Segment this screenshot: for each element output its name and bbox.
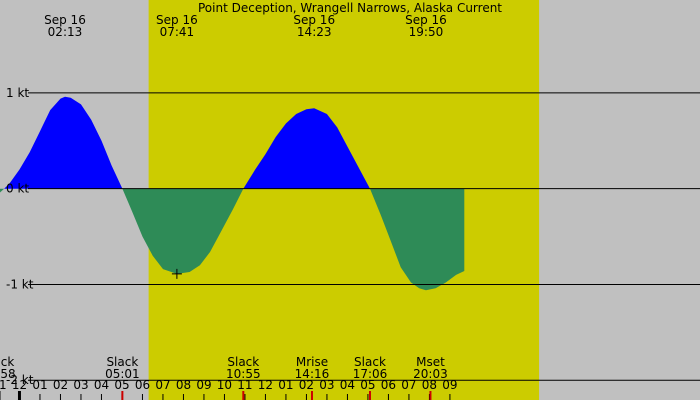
hour-label-9: 08 <box>176 378 191 392</box>
current-marker <box>171 268 182 279</box>
peak-date-2: Sep 16 <box>293 13 335 27</box>
peak-date-0: Sep 16 <box>44 13 86 27</box>
speed-gridlines <box>28 92 700 381</box>
hour-label-0: 11 <box>0 378 7 392</box>
hour-label-4: 03 <box>73 378 88 392</box>
hour-label-8: 07 <box>155 378 170 392</box>
hour-label-1: 12 <box>12 378 27 392</box>
event-time-1: 05:01 <box>105 367 140 381</box>
hour-label-14: 01 <box>278 378 293 392</box>
peak-time-0: 02:13 <box>48 25 83 39</box>
y-tick-labels: 1 kt 0 kt -1 kt -2 kt <box>6 86 34 387</box>
y-tick-label-1: 0 kt <box>6 182 29 196</box>
event-time-2: 10:55 <box>226 367 261 381</box>
peak-date-1: Sep 16 <box>156 13 198 27</box>
hour-label-7: 06 <box>135 378 150 392</box>
flood-area-3 <box>243 108 370 189</box>
event-label-2: Slack <box>227 355 259 369</box>
marker-cross <box>171 268 182 279</box>
event-time-5: 20:03 <box>413 367 448 381</box>
hour-label-10: 09 <box>196 378 211 392</box>
event-time-0: 22:58 <box>0 367 16 381</box>
event-label-1: Slack <box>106 355 138 369</box>
hour-label-15: 02 <box>299 378 314 392</box>
hour-label-13: 12 <box>258 378 273 392</box>
y-tick-label-0: 1 kt <box>6 86 29 100</box>
hour-label-19: 06 <box>381 378 396 392</box>
event-time-4: 17:06 <box>353 367 388 381</box>
flood-area-1 <box>4 96 123 189</box>
event-labels: Slack22:58Slack05:01Slack10:55Mrise14:16… <box>0 355 448 381</box>
ebb-area-2 <box>122 188 244 274</box>
event-label-0: Slack <box>0 355 14 369</box>
hour-label-11: 10 <box>217 378 232 392</box>
ebb-area-4 <box>370 188 465 291</box>
hour-label-12: 11 <box>237 378 252 392</box>
peak-time-1: 07:41 <box>160 25 195 39</box>
hour-label-6: 05 <box>114 378 129 392</box>
hour-label-18: 05 <box>360 378 375 392</box>
hour-label-16: 03 <box>319 378 334 392</box>
hour-label-3: 02 <box>53 378 68 392</box>
hour-label-2: 01 <box>32 378 47 392</box>
chart-title: Point Deception, Wrangell Narrows, Alask… <box>198 1 502 15</box>
ebb-area-0 <box>0 188 5 193</box>
hour-label-5: 04 <box>94 378 109 392</box>
event-label-5: Mset <box>416 355 445 369</box>
peak-time-3: 19:50 <box>409 25 444 39</box>
hour-axis: 11 12 01 02 03 04 05 06 07 08 09 10 11 12 01 02 03 04 05 06… <box>0 378 458 400</box>
y-tick-label-2: -1 kt <box>6 277 34 291</box>
peak-time-2: 14:23 <box>297 25 332 39</box>
hour-label-22: 09 <box>442 378 457 392</box>
event-time-3: 14:16 <box>295 367 330 381</box>
event-label-3: Mrise <box>296 355 328 369</box>
hour-label-20: 07 <box>401 378 416 392</box>
y-tick-label-3: -2 kt <box>6 373 34 387</box>
hour-label-17: 04 <box>340 378 355 392</box>
event-label-4: Slack <box>354 355 386 369</box>
current-curve <box>0 96 465 291</box>
hour-label-21: 08 <box>422 378 437 392</box>
peak-date-3: Sep 16 <box>405 13 447 27</box>
